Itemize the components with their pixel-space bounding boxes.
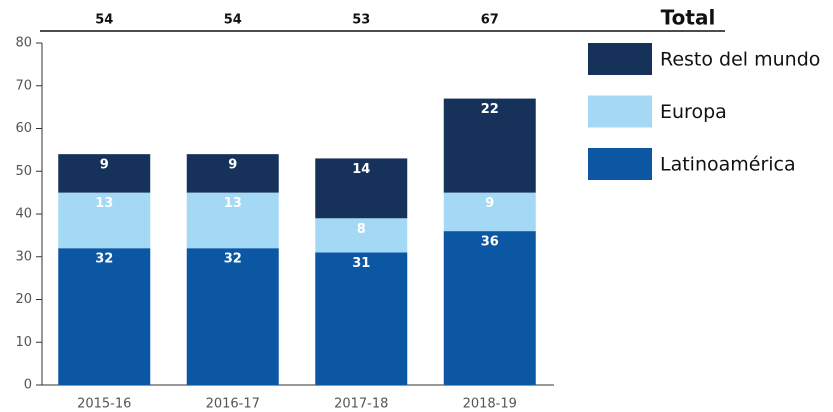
bar-segment xyxy=(315,218,408,253)
total-label: 53 xyxy=(352,13,370,28)
bar-segment xyxy=(315,158,408,219)
segment-label: 13 xyxy=(224,196,242,211)
y-tick-label: 20 xyxy=(15,292,32,307)
total-label: 54 xyxy=(95,13,113,28)
totals-header: Total xyxy=(661,6,716,30)
legend-swatch xyxy=(588,43,652,75)
bar-segment xyxy=(186,248,279,385)
segment-label: 9 xyxy=(485,196,494,211)
y-tick-label: 30 xyxy=(15,249,32,264)
total-label: 54 xyxy=(224,13,242,28)
x-tick-label: 2016-17 xyxy=(206,397,260,412)
y-tick-label: 70 xyxy=(15,78,32,93)
segment-label: 14 xyxy=(352,162,370,177)
segment-label: 8 xyxy=(357,222,366,237)
y-tick-label: 50 xyxy=(15,164,32,179)
bar-segment xyxy=(443,192,536,232)
bar-segment xyxy=(58,154,151,193)
legend-swatch xyxy=(588,148,652,180)
bar-segment xyxy=(315,252,408,385)
segment-label: 32 xyxy=(95,252,113,267)
y-tick-label: 80 xyxy=(15,36,32,51)
y-tick-label: 60 xyxy=(15,121,32,136)
segment-label: 32 xyxy=(224,252,242,267)
segment-label: 9 xyxy=(228,158,237,173)
x-tick-label: 2015-16 xyxy=(77,397,131,412)
x-tick-label: 2018-19 xyxy=(463,397,517,412)
bar-segment xyxy=(443,98,536,193)
y-tick-label: 10 xyxy=(15,335,32,350)
bar-segment xyxy=(186,192,279,249)
bar-segment xyxy=(58,192,151,249)
bar-segment xyxy=(186,154,279,193)
legend-label: Resto del mundo xyxy=(660,49,820,71)
segment-label: 36 xyxy=(481,235,499,250)
segment-label: 22 xyxy=(481,102,499,117)
y-tick-label: 0 xyxy=(24,378,32,393)
legend-label: Latinoamérica xyxy=(660,154,796,176)
bar-segment xyxy=(58,248,151,385)
segment-label: 9 xyxy=(100,158,109,173)
y-tick-label: 40 xyxy=(15,207,32,222)
bar-segment xyxy=(443,231,536,385)
x-tick-label: 2017-18 xyxy=(334,397,388,412)
legend-swatch xyxy=(588,95,652,128)
total-label: 67 xyxy=(481,13,499,28)
segment-label: 13 xyxy=(95,196,113,211)
segment-label: 31 xyxy=(352,256,370,271)
legend-label: Europa xyxy=(660,101,727,123)
